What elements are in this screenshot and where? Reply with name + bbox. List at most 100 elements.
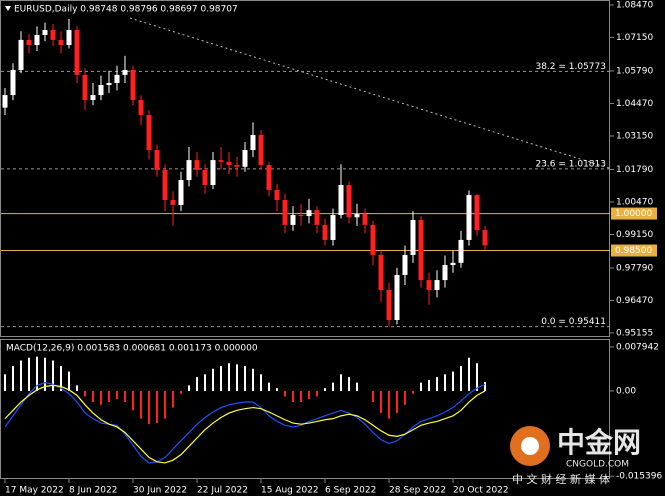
fib-label: 0.0 = 0.95411	[541, 317, 606, 327]
candle-body	[18, 39, 24, 70]
candle-body	[98, 84, 104, 96]
y-tick-label: 0.007942	[616, 342, 659, 352]
candle-body	[290, 215, 296, 225]
candle-body	[250, 134, 256, 151]
x-tick-label: 8 Jun 2022	[69, 486, 117, 496]
y-tick-label: 0.97790	[616, 264, 653, 274]
candle-body	[218, 160, 224, 162]
macd-title: MACD(12,26,9) 0.001583 0.000681 0.001173…	[6, 344, 258, 354]
candle-body	[338, 184, 344, 216]
candle-body	[482, 230, 488, 246]
candle-body	[130, 69, 136, 101]
y-tick-label: 1.01790	[616, 165, 653, 175]
candle-body	[442, 265, 448, 281]
candle-body	[402, 254, 408, 275]
candle-body	[434, 280, 440, 290]
candle-body	[226, 161, 232, 166]
fib-label: 23.6 = 1.01813	[535, 159, 606, 169]
watermark-slogan: 中 文 财 经 新 媒 体	[512, 472, 610, 486]
trend-line	[129, 17, 610, 169]
candle-body	[10, 69, 16, 96]
candle-body	[378, 254, 384, 290]
y-tick-label: 1.00470	[616, 197, 653, 207]
candle-body	[450, 262, 456, 266]
candle-body	[426, 280, 432, 290]
logo-inner	[521, 437, 539, 455]
y-tick-label: 0.00	[616, 386, 636, 396]
candle-body	[146, 115, 152, 151]
chart-title: EURUSD,Daily 0.98748 0.98796 0.98697 0.9…	[14, 5, 238, 15]
candle-body	[418, 219, 424, 281]
y-tick-label: 0.99150	[616, 230, 653, 240]
x-tick-label: 6 Sep 2022	[325, 486, 376, 496]
candle-body	[298, 215, 304, 217]
y-tick-label: 1.08470	[616, 0, 653, 10]
candle-body	[122, 69, 128, 75]
candle-body	[186, 160, 192, 181]
candle-body	[258, 134, 264, 166]
y-tick-label: 1.03150	[616, 131, 653, 141]
candle-body	[474, 195, 480, 231]
candle-body	[90, 95, 96, 101]
x-tick-label: 22 Jul 2022	[197, 486, 248, 496]
fib-label: 38.2 = 1.05773	[535, 62, 606, 72]
candle-body	[354, 214, 360, 218]
candle-body	[66, 30, 72, 46]
candle-body	[330, 215, 336, 240]
macd-panel	[0, 339, 610, 479]
candle-body	[362, 214, 368, 225]
candle-body	[178, 180, 184, 205]
candle-body	[234, 165, 240, 167]
y-tick-label: 0.95155	[616, 328, 653, 338]
x-tick-label: 20 Oct 2022	[453, 486, 509, 496]
candle-body	[114, 74, 120, 84]
candle-body	[2, 95, 8, 108]
candle-body	[42, 30, 48, 35]
candle-body	[274, 189, 280, 201]
watermark-name: 中金网	[557, 426, 641, 459]
candle-body	[170, 200, 176, 205]
candle-body	[58, 39, 64, 46]
x-tick-label: 30 Jun 2022	[133, 486, 187, 496]
candle-body	[194, 160, 200, 170]
candle-body	[466, 195, 472, 240]
candle-body	[370, 224, 376, 255]
candle-body	[394, 274, 400, 320]
candle-body	[306, 210, 312, 217]
x-tick-label: 15 Aug 2022	[261, 486, 319, 496]
candle-body	[410, 219, 416, 255]
candle-body	[34, 34, 40, 46]
candle-body	[26, 39, 32, 46]
candle-body	[346, 184, 352, 218]
candle-body	[282, 200, 288, 225]
candle-body	[106, 83, 112, 85]
candle-body	[266, 165, 272, 190]
y-tick-label: -0.015396	[616, 472, 662, 482]
candle-body	[458, 239, 464, 263]
candle-body	[322, 224, 328, 240]
level-box	[611, 244, 657, 257]
macd-line	[4, 384, 486, 464]
y-tick-label: 1.04470	[616, 99, 653, 109]
watermark: 中金网 CNGOLD.COM 中 文 财 经 新 媒 体	[510, 426, 641, 486]
candle-body	[162, 169, 168, 201]
level-box	[611, 207, 657, 220]
candle-body	[314, 210, 320, 225]
menu-icon	[5, 6, 11, 11]
candle-body	[202, 169, 208, 185]
candle-body	[386, 289, 392, 320]
candle-body	[242, 150, 248, 167]
level-label: 1.00000	[615, 209, 652, 219]
x-tick-label: 17 May 2022	[5, 486, 64, 496]
candle-body	[82, 74, 88, 101]
watermark-site: CNGOLD.COM	[566, 460, 629, 470]
candle-body	[210, 160, 216, 185]
level-label: 0.98500	[615, 246, 652, 256]
y-tick-label: 1.07150	[616, 33, 653, 43]
candle-body	[50, 30, 56, 40]
candle-body	[154, 150, 160, 170]
y-tick-label: 0.96470	[616, 296, 653, 306]
candle-body	[74, 30, 80, 75]
x-tick-label: 28 Sep 2022	[389, 486, 446, 496]
